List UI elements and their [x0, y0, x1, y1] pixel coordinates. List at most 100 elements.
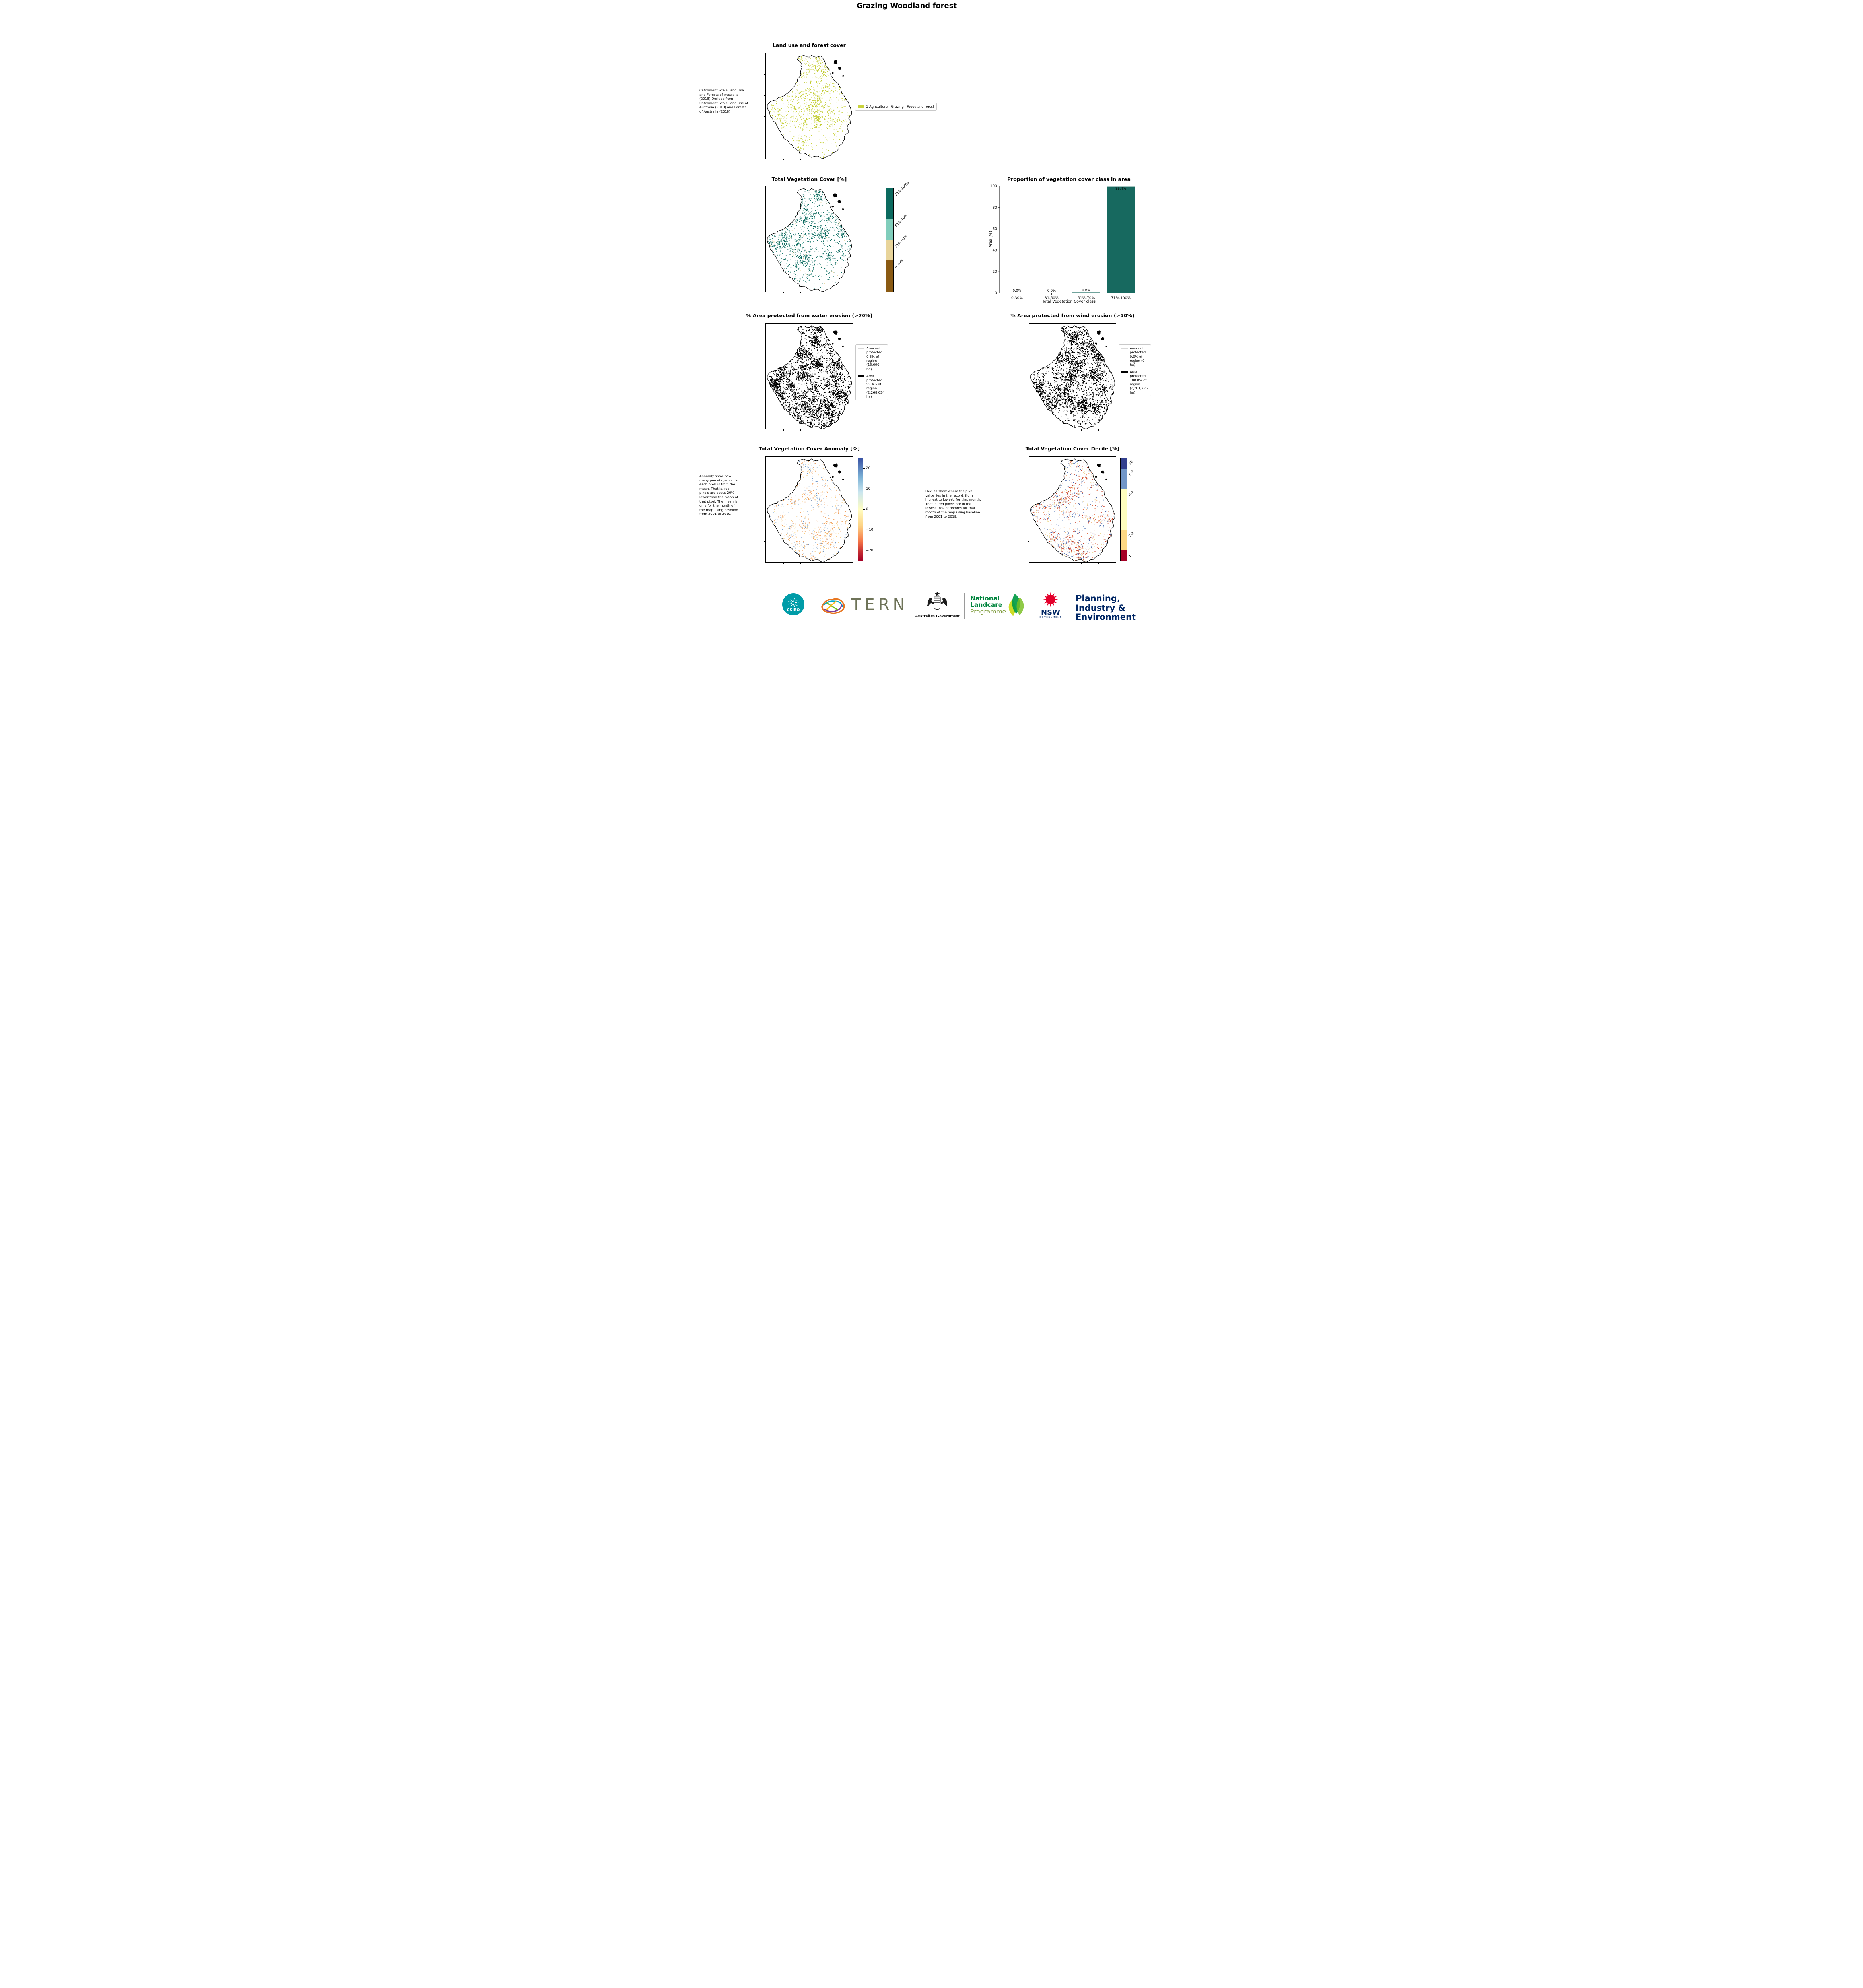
wind-erosion-legend: Area not protected 0.0% of region (0 ha)…: [1119, 344, 1151, 396]
veg-cbar-seg-51-70: [886, 219, 893, 240]
planning-line3: Environment: [1076, 612, 1136, 622]
csiro-dot: [788, 601, 789, 602]
waratah-petal: [1050, 604, 1051, 607]
land-use-legend: 1 Agriculture - Grazing - Woodland fores…: [855, 103, 937, 111]
anomaly-cbar-tick-neg10: −10: [866, 528, 874, 532]
x-axis-tick: [783, 159, 784, 160]
wind-erosion-map-canvas: [1029, 324, 1116, 429]
x-axis-tick: [800, 429, 801, 431]
decile-note: Deciles show where the pixel value lies …: [925, 489, 981, 518]
crest-shield: [934, 596, 941, 603]
veg-cbar-label-71-100: 71%-100%: [894, 181, 910, 197]
landcare-line3: Programme: [970, 608, 1006, 615]
veg-cover-panel-title: Total Vegetation Cover [%]: [771, 176, 847, 182]
planning-industry-environment-wordmark: Planning, Industry & Environment: [1076, 594, 1136, 622]
legend-entry-protected: Area protected 99.4% of region (2,268,03…: [858, 374, 885, 398]
veg-cbar-seg-31-50: [886, 239, 893, 260]
x-axis-tick: [1081, 429, 1082, 431]
veg-cbar-seg-0-30: [886, 260, 893, 292]
crest-emu: [940, 598, 948, 606]
water-erosion-map: [764, 323, 853, 431]
water-erosion-legend: Area not protected 0.6% of region (13,69…: [855, 344, 888, 401]
waratah-petal: [1043, 599, 1047, 600]
csiro-dot: [791, 603, 792, 604]
crest-kangaroo: [927, 598, 934, 606]
csiro-dot: [789, 603, 791, 604]
legend-entry-protected: Area protected 100.0% of region (2,281,7…: [1121, 370, 1148, 394]
bar-value-label: 0.0%: [1013, 289, 1022, 293]
proportion-bar-chart: 0 20 40 60 80 100 0.0% 0-30% 0.0% 31-50% 0.6% 51%-7…: [990, 184, 1138, 300]
not-protected-label: Area not protected 0.0% of region (0 ha): [1130, 346, 1146, 367]
crest-shield-grid: [934, 597, 940, 602]
waratah-petal: [1050, 592, 1051, 596]
nsw-wordmark: NSW: [1041, 608, 1060, 617]
anomaly-cbar-tick: [863, 468, 865, 469]
x-tick-label: 0-30%: [1011, 296, 1023, 300]
proportion-chart-title: Proportion of vegetation cover class in …: [1007, 176, 1131, 182]
anomaly-note: Anomaly show how many percetage points e…: [699, 474, 738, 516]
land-use-map-canvas: [766, 53, 853, 159]
footer-divider: [964, 593, 965, 619]
bar-value-label: 0.0%: [1047, 289, 1056, 293]
csiro-dot: [796, 600, 798, 601]
report-page: Grazing Woodland forest Land use and for…: [699, 0, 1164, 635]
water-erosion-panel-title: % Area protected from water erosion (>70…: [746, 313, 873, 318]
land-use-map: [764, 53, 853, 160]
decile-cbar-label-1: 1: [1128, 554, 1133, 559]
y-tick-label: 80: [993, 206, 997, 210]
australian-government-wordmark: Australian Government: [915, 614, 960, 619]
x-tick-label: 71%-100%: [1111, 296, 1131, 300]
land-use-legend-label: 1 Agriculture - Grazing - Woodland fores…: [866, 105, 934, 109]
anomaly-cbar-tick-20: 20: [866, 466, 870, 470]
csiro-dot: [794, 606, 795, 607]
y-axis-tick: [764, 74, 765, 75]
x-axis-tick: [800, 292, 801, 293]
bar-value-label: 0.6%: [1082, 288, 1091, 292]
y-tick-label: 0: [995, 291, 997, 295]
waratah-petal: [1055, 599, 1058, 600]
decile-colorbar: [1120, 458, 1127, 561]
decile-cbar-seg-10: [1121, 458, 1127, 469]
csiro-wordmark: CSIRO: [787, 608, 800, 612]
decile-cbar-label-4-7: 4-7: [1128, 490, 1135, 497]
x-axis-tick: [800, 159, 801, 160]
anomaly-map: [764, 456, 853, 564]
x-axis-tick: [783, 292, 784, 293]
wind-erosion-map: [1028, 323, 1116, 431]
planning-line1: Planning,: [1076, 594, 1120, 603]
anomaly-cbar-tick-0: 0: [866, 507, 868, 511]
csiro-dot: [792, 601, 793, 602]
land-use-panel-title: Land use and forest cover: [773, 42, 846, 48]
anomaly-cbar-tick-10: 10: [866, 487, 870, 491]
waratah-icon: [1043, 592, 1058, 607]
planning-line2: Industry &: [1076, 603, 1125, 613]
veg-cbar-label-31-50: 31%-50%: [894, 234, 909, 249]
decile-cbar-seg-2-3: [1121, 530, 1127, 551]
x-axis-tick: [783, 429, 784, 431]
crest-star: [934, 591, 940, 596]
legend-entry-not-protected: Area not protected 0.6% of region (13,69…: [858, 346, 885, 371]
land-use-source-note: Catchment Scale Land Use and Forests of …: [699, 88, 748, 114]
protected-swatch: [858, 375, 864, 377]
anomaly-cbar-tick: [863, 509, 865, 510]
y-axis-tick: [1028, 541, 1029, 542]
y-axis-tick: [764, 95, 765, 96]
anomaly-cbar-tick-neg20: −20: [866, 549, 874, 553]
not-protected-swatch: [1121, 348, 1128, 349]
proportion-chart-xlabel: Total Vegetation Cover class: [1042, 299, 1096, 304]
tern-logo-icon: [821, 598, 845, 614]
x-axis-tick: [783, 563, 784, 564]
landcare-wordmark: National Landcare Programme: [970, 595, 1006, 615]
decile-cbar-label-2-3: 2-3: [1128, 531, 1135, 538]
x-tick-label: 51%-70%: [1078, 296, 1095, 300]
landcare-line1: National: [970, 595, 1000, 602]
y-tick-label: 20: [993, 270, 997, 274]
decile-cbar-seg-1: [1121, 550, 1127, 561]
chart-frame: [999, 186, 1138, 293]
decile-cbar-seg-8-9: [1121, 468, 1127, 489]
y-tick-label: 60: [993, 227, 997, 231]
nsw-government-label: GOVERNMENT: [1039, 616, 1062, 619]
bar: [1107, 186, 1135, 293]
anomaly-panel-title: Total Vegetation Cover Anomaly [%]: [758, 446, 860, 452]
csiro-dot: [792, 604, 793, 605]
